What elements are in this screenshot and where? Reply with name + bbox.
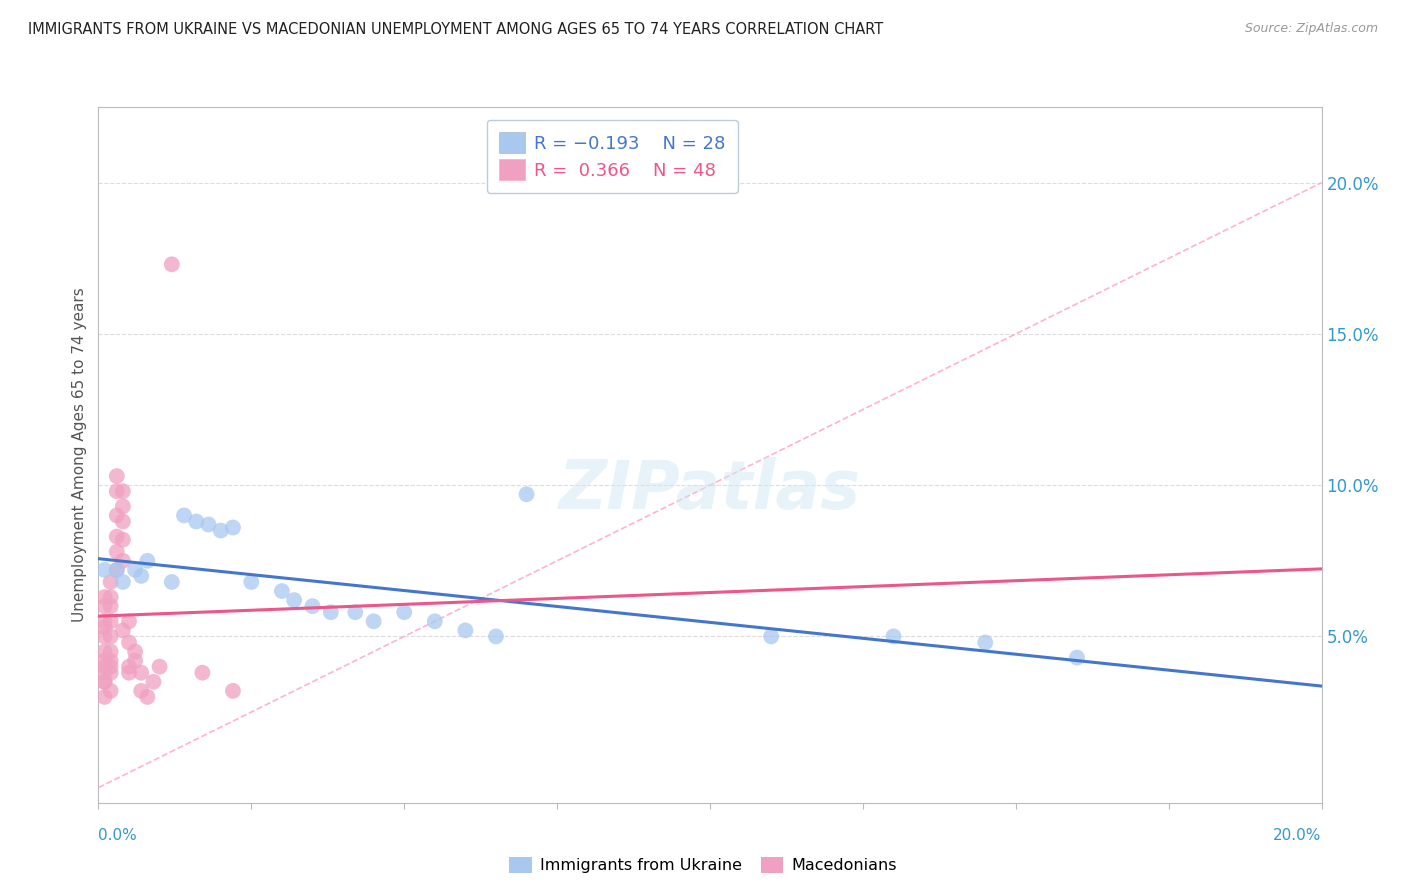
Point bbox=[105, 530, 128, 544]
Point bbox=[93, 659, 115, 673]
Point bbox=[142, 674, 165, 689]
Point bbox=[129, 569, 152, 583]
Point bbox=[283, 593, 305, 607]
Text: 0.0%: 0.0% bbox=[98, 828, 138, 843]
Text: 20.0%: 20.0% bbox=[1274, 828, 1322, 843]
Point bbox=[124, 644, 146, 658]
Point bbox=[93, 690, 115, 704]
Point bbox=[105, 508, 128, 523]
Point bbox=[118, 615, 141, 629]
Point bbox=[319, 605, 342, 619]
Point bbox=[93, 563, 115, 577]
Point bbox=[118, 659, 141, 673]
Point bbox=[93, 654, 115, 668]
Text: Source: ZipAtlas.com: Source: ZipAtlas.com bbox=[1244, 22, 1378, 36]
Point bbox=[100, 629, 122, 643]
Point bbox=[222, 520, 245, 534]
Point bbox=[301, 599, 323, 614]
Point bbox=[129, 665, 152, 680]
Point bbox=[100, 659, 122, 673]
Point bbox=[93, 599, 115, 614]
Point bbox=[100, 574, 122, 589]
Point bbox=[136, 554, 159, 568]
Point bbox=[105, 563, 128, 577]
Point bbox=[111, 574, 134, 589]
Point bbox=[111, 533, 134, 547]
Point bbox=[485, 629, 508, 643]
Text: IMMIGRANTS FROM UKRAINE VS MACEDONIAN UNEMPLOYMENT AMONG AGES 65 TO 74 YEARS COR: IMMIGRANTS FROM UKRAINE VS MACEDONIAN UN… bbox=[28, 22, 883, 37]
Point bbox=[100, 684, 122, 698]
Legend: Immigrants from Ukraine, Macedonians: Immigrants from Ukraine, Macedonians bbox=[503, 850, 903, 880]
Point bbox=[197, 517, 219, 532]
Point bbox=[105, 545, 128, 559]
Point bbox=[160, 574, 183, 589]
Point bbox=[1066, 650, 1088, 665]
Point bbox=[118, 635, 141, 649]
Point bbox=[111, 484, 134, 499]
Point bbox=[454, 624, 477, 638]
Point bbox=[759, 629, 782, 643]
Y-axis label: Unemployment Among Ages 65 to 74 years: Unemployment Among Ages 65 to 74 years bbox=[72, 287, 87, 623]
Point bbox=[93, 674, 115, 689]
Point bbox=[516, 487, 538, 501]
Point bbox=[93, 590, 115, 604]
Point bbox=[93, 644, 115, 658]
Point bbox=[111, 624, 134, 638]
Point bbox=[93, 674, 115, 689]
Point bbox=[100, 665, 122, 680]
Point bbox=[111, 500, 134, 514]
Point bbox=[173, 508, 195, 523]
Point bbox=[883, 629, 905, 643]
Point bbox=[423, 615, 446, 629]
Point bbox=[93, 665, 115, 680]
Point bbox=[209, 524, 232, 538]
Point bbox=[105, 484, 128, 499]
Point bbox=[124, 563, 146, 577]
Point bbox=[191, 665, 214, 680]
Point bbox=[124, 654, 146, 668]
Point bbox=[240, 574, 263, 589]
Point bbox=[100, 644, 122, 658]
Point bbox=[105, 563, 128, 577]
Point bbox=[363, 615, 385, 629]
Point bbox=[93, 615, 115, 629]
Point bbox=[129, 684, 152, 698]
Point bbox=[100, 599, 122, 614]
Point bbox=[222, 684, 245, 698]
Point bbox=[392, 605, 416, 619]
Point bbox=[186, 515, 208, 529]
Legend: R = −0.193    N = 28, R =  0.366    N = 48: R = −0.193 N = 28, R = 0.366 N = 48 bbox=[486, 120, 738, 193]
Point bbox=[100, 590, 122, 604]
Point bbox=[118, 665, 141, 680]
Point bbox=[136, 690, 159, 704]
Point bbox=[111, 515, 134, 529]
Point bbox=[160, 257, 183, 271]
Point bbox=[93, 620, 115, 634]
Point bbox=[111, 554, 134, 568]
Point bbox=[93, 629, 115, 643]
Text: ZIPatlas: ZIPatlas bbox=[560, 457, 860, 523]
Point bbox=[100, 654, 122, 668]
Point bbox=[149, 659, 172, 673]
Point bbox=[270, 584, 292, 599]
Point bbox=[100, 615, 122, 629]
Point bbox=[344, 605, 367, 619]
Point bbox=[105, 469, 128, 483]
Point bbox=[974, 635, 997, 649]
